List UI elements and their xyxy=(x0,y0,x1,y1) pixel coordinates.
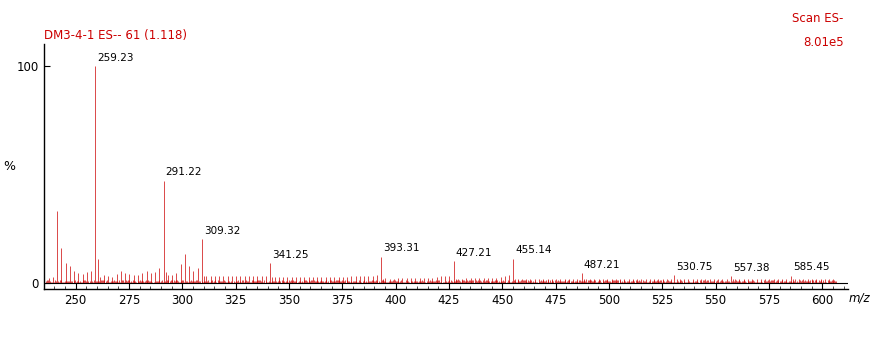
Text: 393.31: 393.31 xyxy=(384,243,420,253)
Text: 341.25: 341.25 xyxy=(273,250,309,260)
Text: 8.01e5: 8.01e5 xyxy=(803,36,843,49)
Text: 557.38: 557.38 xyxy=(733,263,770,273)
Text: 309.32: 309.32 xyxy=(205,226,240,236)
Text: m/z: m/z xyxy=(849,291,871,304)
Text: 585.45: 585.45 xyxy=(794,262,829,272)
Text: 291.22: 291.22 xyxy=(166,167,202,177)
Text: 259.23: 259.23 xyxy=(98,53,134,63)
Text: 427.21: 427.21 xyxy=(455,248,492,258)
Text: %: % xyxy=(3,160,16,173)
Text: Scan ES-: Scan ES- xyxy=(793,12,843,24)
Text: 455.14: 455.14 xyxy=(516,245,551,255)
Text: 530.75: 530.75 xyxy=(676,262,713,272)
Text: 487.21: 487.21 xyxy=(584,259,621,270)
Text: DM3-4-1 ES-- 61 (1.118): DM3-4-1 ES-- 61 (1.118) xyxy=(44,29,187,42)
